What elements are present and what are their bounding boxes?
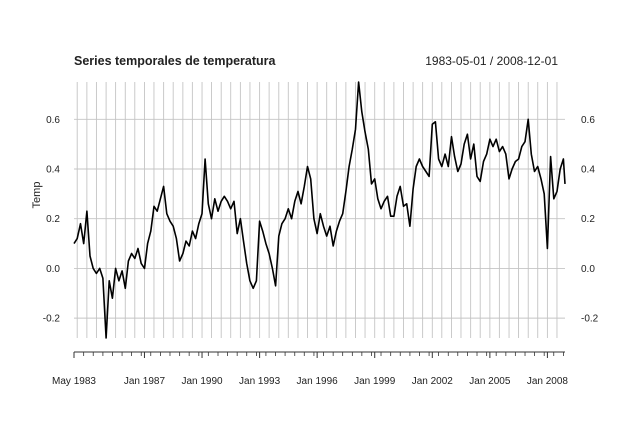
y-tick-label-left: 0.6 — [46, 115, 60, 126]
series-layer — [73, 81, 566, 339]
chart-title: Series temporales de temperatura — [74, 54, 277, 68]
x-tick-label: Jan 1987 — [124, 376, 166, 387]
chart-date-range: 1983-05-01 / 2008-12-01 — [425, 54, 558, 68]
y-tick-label-right: 0.4 — [581, 164, 595, 175]
grid — [74, 82, 565, 338]
x-tick-label: Jan 1996 — [297, 376, 339, 387]
axes: -0.2 -0.2 0.0 0.0 0.2 0.2 0.4 0.4 0.6 0.6 May 1983… — [43, 115, 599, 387]
y-tick-label-right: -0.2 — [581, 314, 599, 325]
y-tick-label-right: 0.6 — [581, 115, 595, 126]
x-tick-label: Jan 1999 — [354, 376, 396, 387]
y-tick-label-left: 0.4 — [46, 164, 60, 175]
x-tick-label: Jan 2002 — [412, 376, 454, 387]
y-tick-label-right: 0.2 — [581, 214, 595, 225]
y-tick-label-left: 0.0 — [46, 264, 60, 275]
y-tick-label-right: 0.0 — [581, 264, 595, 275]
x-tick-label: Jan 2008 — [527, 376, 569, 387]
x-tick-label: May 1983 — [52, 376, 96, 387]
x-tick-label: Jan 2005 — [469, 376, 511, 387]
x-tick-label: Jan 1993 — [239, 376, 281, 387]
y-axis-title: Temp — [31, 182, 43, 209]
x-tick-label: Jan 1990 — [181, 376, 223, 387]
y-tick-label-left: -0.2 — [43, 314, 61, 325]
series-line — [73, 81, 566, 339]
y-tick-label-left: 0.2 — [46, 214, 60, 225]
